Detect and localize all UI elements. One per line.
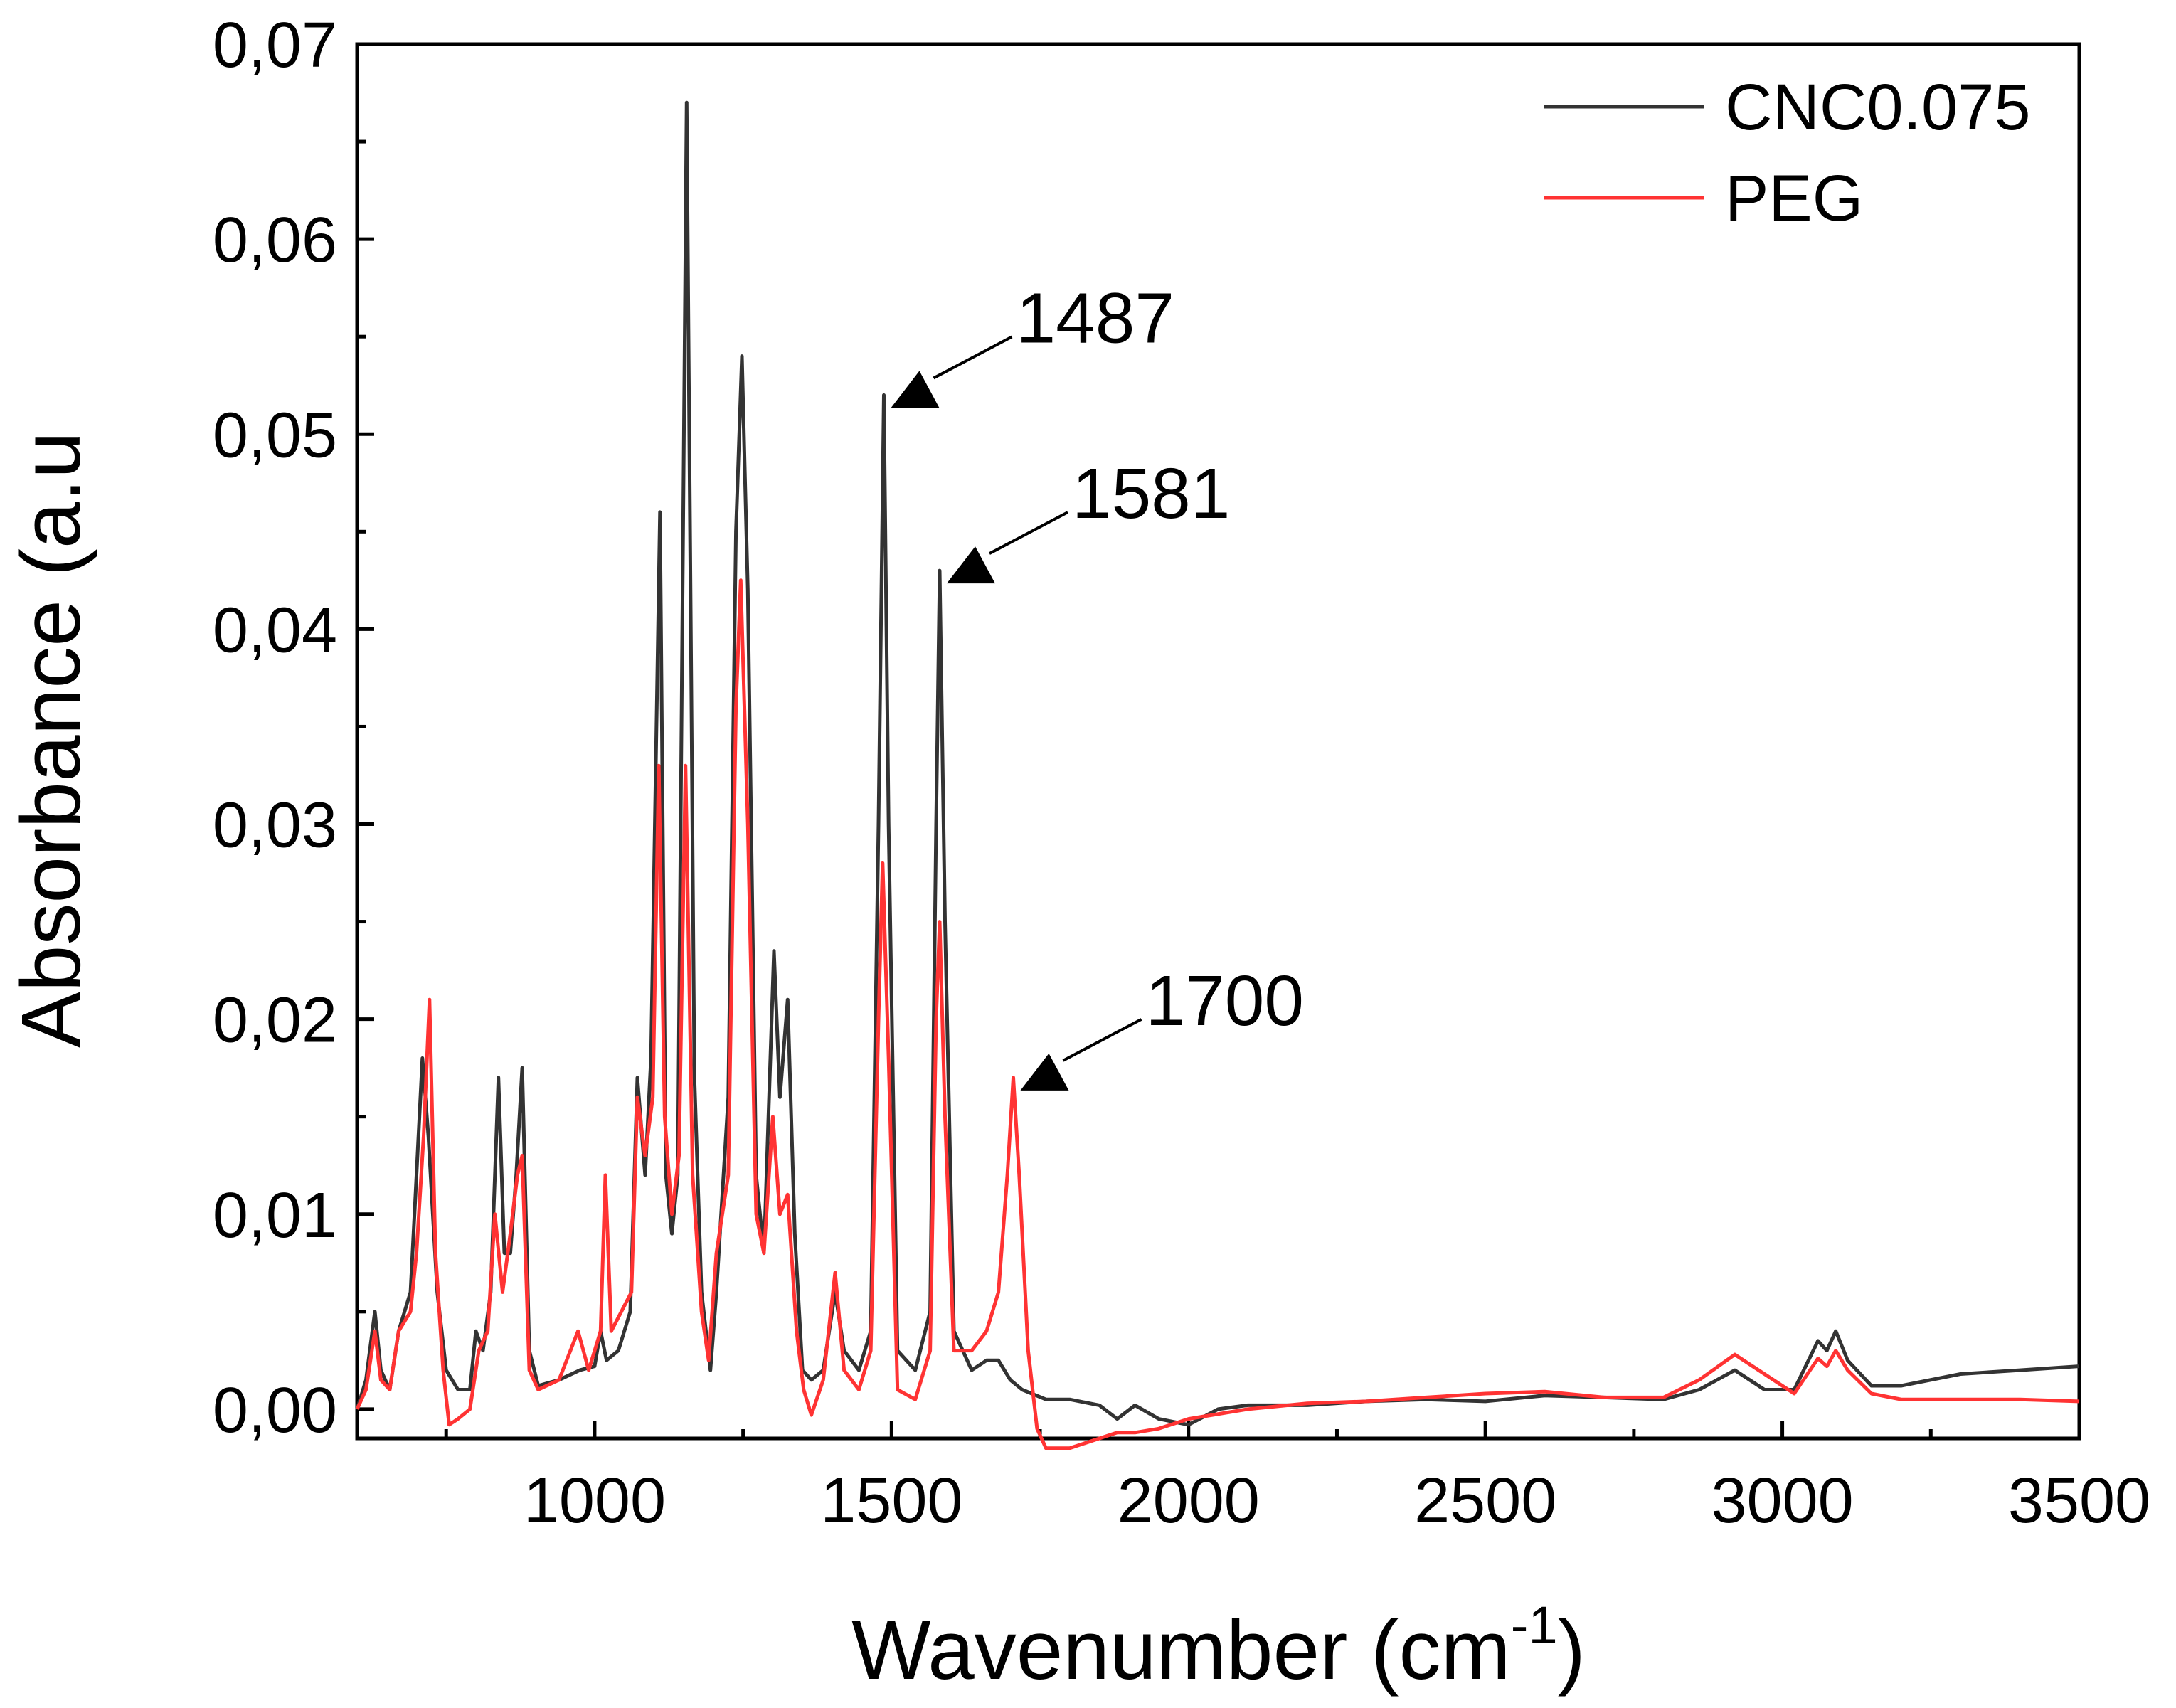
legend-label: CNC0.075 [1725, 71, 2031, 144]
annotation-layer: 1487 1581 1700 [891, 278, 1304, 1091]
annotation-arrow-line [989, 511, 1068, 555]
y-tick-label: 0,06 [213, 205, 337, 276]
annotation-arrow-line [1062, 1018, 1142, 1062]
x-tick-label: 3500 [2008, 1465, 2150, 1537]
y-axis-title: Absorbance (a.u [4, 432, 98, 1048]
x-axis-title-superscript: -1 [1511, 1596, 1558, 1655]
plot-frame [355, 42, 2081, 1441]
x-axis-title-text: Wavenumber (cm [851, 1603, 1511, 1697]
annotation-label: 1487 [1016, 278, 1174, 358]
x-tick-label: 1000 [524, 1465, 666, 1537]
y-tick-label: 0,07 [213, 10, 337, 81]
series-line-cnc0-075 [355, 100, 2080, 1427]
x-tick-label: 1500 [820, 1465, 962, 1537]
x-axis-title: Wavenumber (cm-1) [851, 1596, 1586, 1697]
x-axis: 1000 1500 2000 2500 3000 3500 [444, 1421, 2150, 1537]
y-tick-label: 0,00 [213, 1375, 337, 1446]
annotation-arrow-head [946, 546, 995, 584]
y-tick-label: 0,04 [213, 595, 337, 666]
y-tick-label: 0,05 [213, 400, 337, 471]
peak-annotation: 1581 [946, 454, 1230, 584]
legend: CNC0.075 PEG [1544, 71, 2031, 235]
x-axis-title-close: ) [1558, 1603, 1586, 1697]
annotation-label: 1581 [1072, 454, 1230, 534]
peak-annotation: 1700 [1020, 961, 1304, 1091]
peak-annotation: 1487 [891, 278, 1174, 408]
annotation-label: 1700 [1145, 961, 1303, 1041]
series-layer [355, 100, 2080, 1450]
y-tick-label: 0,01 [213, 1180, 337, 1251]
annotation-arrow-head [1020, 1053, 1069, 1091]
legend-label: PEG [1725, 162, 1863, 235]
annotation-arrow-line [933, 335, 1013, 380]
y-tick-label: 0,02 [213, 985, 337, 1056]
y-tick-label: 0,03 [213, 790, 337, 861]
x-tick-label: 3000 [1711, 1465, 1853, 1537]
x-tick-label: 2000 [1118, 1465, 1260, 1537]
annotation-arrow-head [891, 371, 940, 408]
x-tick-label: 2500 [1414, 1465, 1556, 1537]
y-axis: 0,00 0,01 0,02 0,03 0,04 0,05 0,06 0,07 [213, 10, 374, 1446]
series-line-peg [355, 578, 2080, 1450]
